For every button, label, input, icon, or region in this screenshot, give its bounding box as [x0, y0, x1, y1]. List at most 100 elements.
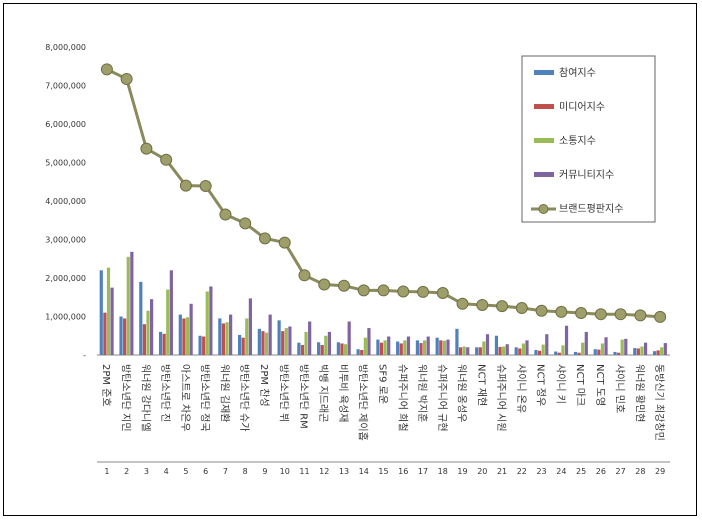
- bar: [663, 343, 667, 355]
- category-number: 4: [164, 467, 169, 476]
- bar: [304, 331, 308, 355]
- category-number: 12: [319, 467, 329, 476]
- line-point: [575, 307, 588, 320]
- bar: [419, 343, 423, 355]
- bar: [593, 349, 597, 355]
- category-label: 2PM 찬성: [258, 364, 270, 407]
- bar-series: [99, 251, 667, 356]
- bar: [225, 322, 229, 355]
- bar: [245, 318, 249, 355]
- bar: [320, 344, 324, 355]
- bar: [277, 320, 281, 355]
- bar: [564, 325, 569, 355]
- line-point: [239, 217, 252, 230]
- bar: [462, 346, 466, 355]
- category-label: 워너원 박지훈: [416, 364, 429, 422]
- bar: [660, 347, 664, 355]
- legend-swatch: [534, 70, 554, 75]
- category-number: 10: [280, 467, 290, 476]
- bar: [343, 344, 348, 355]
- category-label: 워너원 옹성우: [456, 364, 469, 422]
- category-number: 23: [536, 467, 546, 476]
- line-point: [594, 308, 607, 321]
- bar: [99, 270, 103, 355]
- bar: [475, 347, 479, 355]
- bar: [288, 326, 292, 355]
- bar: [604, 337, 608, 355]
- category-number: 8: [243, 467, 248, 476]
- bar: [581, 342, 585, 355]
- category-label: 빅뱅 지드래곤: [317, 364, 329, 422]
- bar: [209, 286, 213, 355]
- bar: [379, 342, 384, 355]
- bar: [264, 332, 269, 355]
- bar: [383, 340, 387, 355]
- bar: [139, 281, 143, 355]
- bar: [327, 331, 332, 355]
- category-label: 워너원 황민현: [633, 364, 646, 422]
- category-label: 워너원 김재환: [218, 364, 231, 422]
- bar: [347, 321, 351, 355]
- category-label: 슈퍼주니어 시원: [495, 364, 507, 432]
- y-tick-label: -: [83, 351, 86, 360]
- line-point: [456, 297, 469, 310]
- category-number: 21: [497, 467, 507, 476]
- bar: [557, 352, 561, 355]
- line-point: [357, 284, 370, 297]
- bar: [399, 343, 403, 355]
- legend-label: 소통지수: [559, 135, 596, 147]
- category-label: SF9 로운: [377, 364, 389, 404]
- bar: [442, 340, 446, 355]
- category-numbers: 1 2 3 4 5 6 7 8 9 10 11 12 13 14 15 16 17 18 19 20 21 22 23 24 2…: [104, 467, 665, 476]
- bar: [158, 331, 163, 355]
- bar: [573, 351, 578, 355]
- category-label: 방탄소년단 지민: [120, 364, 132, 432]
- line-point: [417, 285, 430, 298]
- bar: [142, 324, 146, 355]
- bar: [482, 341, 486, 355]
- bar: [518, 348, 522, 355]
- bar: [541, 344, 545, 355]
- y-tick-label: 8,000,000: [45, 43, 86, 52]
- bar: [123, 318, 127, 355]
- bar: [525, 340, 529, 355]
- bar: [376, 339, 380, 355]
- bar: [643, 342, 648, 355]
- category-number: 19: [457, 467, 467, 476]
- bar: [617, 352, 621, 355]
- category-number: 16: [398, 467, 408, 476]
- bar: [257, 328, 261, 355]
- category-label: 슈퍼주니어 희철: [396, 364, 408, 432]
- category-label: 샤이니 온유: [515, 364, 527, 413]
- line-point: [278, 236, 291, 249]
- category-number: 27: [616, 467, 626, 476]
- category-label: NCT 도영: [594, 364, 606, 406]
- bar: [633, 348, 637, 355]
- bar: [268, 314, 272, 355]
- bar: [166, 289, 170, 355]
- line-point: [318, 278, 331, 291]
- bar: [613, 351, 617, 355]
- bar: [229, 314, 233, 355]
- category-label: 샤이니 민호: [614, 364, 626, 413]
- category-label: NCT 재현: [475, 364, 487, 406]
- line-point: [555, 305, 568, 318]
- bar: [281, 331, 285, 355]
- legend-swatch: [534, 138, 554, 143]
- line-point: [436, 287, 449, 300]
- bar: [189, 303, 193, 355]
- y-tick-label: 1,000,000: [45, 313, 86, 322]
- category-label: NCT 마크: [574, 364, 586, 406]
- category-label: 방탄소년단 진: [159, 364, 171, 422]
- line-point: [634, 309, 647, 322]
- category-number: 18: [438, 467, 448, 476]
- bar: [554, 351, 558, 355]
- bar: [237, 334, 242, 355]
- category-number: 5: [183, 467, 188, 476]
- bar: [577, 352, 581, 355]
- bar: [248, 298, 252, 355]
- line-point: [337, 279, 350, 292]
- bar: [545, 334, 549, 355]
- line-point: [377, 284, 390, 297]
- bar: [367, 328, 371, 355]
